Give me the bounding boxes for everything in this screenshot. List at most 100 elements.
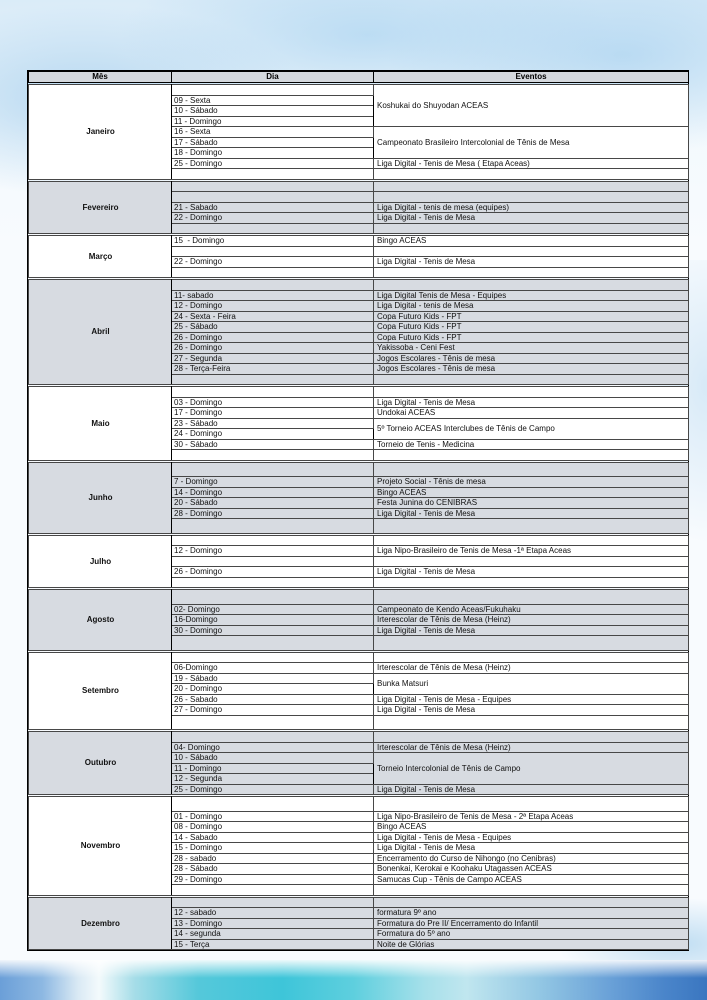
- day-cell: 20 - Domingo: [171, 683, 374, 695]
- event-cell: Festa Junina do CENIBRAS: [373, 497, 689, 509]
- event-cell: Liga Digital - Tenis de Mesa: [373, 783, 689, 795]
- month-name: Junho: [28, 461, 172, 534]
- month-section-marco: Março 15 - Domingo Bingo ACEAS 22 - Domingo…: [28, 235, 689, 278]
- event-cell: Jogos Escolares - Tênis de mesa: [373, 352, 689, 364]
- month-name: Abril: [28, 279, 172, 385]
- day-cell: 20 - Sábado: [171, 497, 374, 509]
- month-name: Fevereiro: [28, 180, 172, 234]
- event-cell: Irterescolar de Tênis de Mesa (Heinz): [373, 741, 689, 753]
- day-cell: 19 - Sábado: [171, 672, 374, 684]
- header-day: Dia: [171, 71, 374, 83]
- event-cell: Torneio Intercolonial de Tênis de Campo: [373, 752, 689, 785]
- day-cell: 28 - Sábado: [171, 863, 374, 875]
- event-cell: [373, 168, 689, 180]
- day-cell: 11- sabado: [171, 289, 374, 301]
- event-cell: [373, 373, 689, 385]
- day-cell: 11 - Domingo: [171, 762, 374, 774]
- day-cell: [171, 461, 374, 477]
- event-cell: Liga Digital - Tenis de Mesa: [373, 704, 689, 716]
- month-section-junho: Junho 7 - Domingo Projeto Social - Tênis d…: [28, 461, 689, 534]
- day-cell: 24 - Sexta - Feira: [171, 310, 374, 322]
- day-cell: 14 - Domingo: [171, 486, 374, 498]
- event-cell: Bingo ACEAS: [373, 821, 689, 833]
- day-cell: 24 - Domingo: [171, 428, 374, 440]
- day-cell: 30 - Sábado: [171, 438, 374, 450]
- day-cell: [171, 884, 374, 896]
- event-cell: Liga Digital - Tenis de Mesa: [373, 624, 689, 636]
- day-cell: [171, 731, 374, 743]
- month-section-fevereiro: Fevereiro 21 - Sabado Liga Digital - tenis…: [28, 180, 689, 234]
- day-cell: 12 - Domingo: [171, 300, 374, 312]
- event-cell: Liga Digital - Tenis de Mesa: [373, 842, 689, 854]
- day-cell: 15 - Domingo: [171, 235, 374, 247]
- day-cell: 12 - Segunda: [171, 773, 374, 785]
- event-cell: [373, 180, 689, 192]
- day-cell: [171, 373, 374, 385]
- month-name: Março: [28, 235, 172, 278]
- day-cell: [171, 180, 374, 192]
- month-name: Janeiro: [28, 84, 172, 180]
- day-cell: 14 - Sabado: [171, 831, 374, 843]
- event-cell: [373, 222, 689, 234]
- day-cell: 08 - Domingo: [171, 821, 374, 833]
- day-cell: [171, 266, 374, 278]
- event-cell: [373, 589, 689, 605]
- day-cell: [171, 651, 374, 663]
- event-cell: Koshukai do Shuyodan ACEAS: [373, 84, 689, 127]
- event-cell: Campeonato Brasileiro Intercolonial de T…: [373, 126, 689, 159]
- event-cell: [373, 518, 689, 534]
- event-cell: [373, 651, 689, 663]
- event-cell: [373, 449, 689, 461]
- day-cell: 12 - Domingo: [171, 545, 374, 557]
- event-cell: Liga Digital - Tenis de Mesa: [373, 566, 689, 578]
- event-cell: Copa Futuro Kids - FPT: [373, 321, 689, 333]
- event-cell: Liga Nipo-Brasileiro de Tenis de Mesa -1…: [373, 545, 689, 557]
- event-cell: Liga Digital - Tenis de Mesa - Equipes: [373, 693, 689, 705]
- day-cell: 09 - Sexta: [171, 94, 374, 106]
- month-name: Setembro: [28, 651, 172, 730]
- event-cell: Bingo ACEAS: [373, 235, 689, 247]
- event-cell: [373, 896, 689, 908]
- event-cell: [373, 714, 689, 730]
- event-cell: [373, 245, 689, 257]
- month-name: Julho: [28, 534, 172, 588]
- day-cell: 26 - Domingo: [171, 342, 374, 354]
- event-cell: 5º Torneio ACEAS Interclubes de Tênis de…: [373, 417, 689, 440]
- event-cell: Liga Digital - tenis de mesa (equipes): [373, 201, 689, 213]
- day-cell: [171, 449, 374, 461]
- event-cell: Copa Futuro Kids - FPT: [373, 331, 689, 343]
- month-sections: Janeiro Koshukai do Shuyodan ACEAS 09 - Se…: [28, 84, 689, 950]
- day-cell: 15 - Terça: [171, 938, 374, 950]
- event-cell: Liga Digital Tenis de Mesa - Equipes: [373, 289, 689, 301]
- day-cell: 27 - Segunda: [171, 352, 374, 364]
- day-cell: 01 - Domingo: [171, 810, 374, 822]
- month-section-outubro: Outubro 04- Domingo Irterescolar de Tênis …: [28, 731, 689, 795]
- day-cell: 29 - Domingo: [171, 873, 374, 885]
- day-cell: [171, 589, 374, 605]
- event-cell: Campeonato de Kendo Aceas/Fukuhaku: [373, 603, 689, 615]
- day-cell: 21 - Sabado: [171, 201, 374, 213]
- event-cell: Jogos Escolares - Tênis de mesa: [373, 363, 689, 375]
- event-cell: [373, 635, 689, 651]
- event-cell: Irterescolar de Tênis de Mesa (Heinz): [373, 662, 689, 674]
- event-cell: Bonenkai, Kerokai e Koohaku Utagassen AC…: [373, 863, 689, 875]
- event-cell: [373, 191, 689, 203]
- event-cell: Liga Digital - Tenis de Mesa ( Etapa Ace…: [373, 157, 689, 169]
- day-cell: [171, 222, 374, 234]
- event-cell: [373, 555, 689, 567]
- event-cell: [373, 266, 689, 278]
- day-cell: 06-Domingo: [171, 662, 374, 674]
- day-cell: 30 - Domingo: [171, 624, 374, 636]
- day-cell: 26 - Domingo: [171, 331, 374, 343]
- event-cell: [373, 279, 689, 291]
- day-cell: 28 - Terça-Feira: [171, 363, 374, 375]
- event-cell: [373, 731, 689, 743]
- day-cell: 03 - Domingo: [171, 396, 374, 408]
- day-cell: 25 - Domingo: [171, 157, 374, 169]
- event-cell: Liga Digital - tenis de Mesa: [373, 300, 689, 312]
- event-cell: Irterescolar de Tênis de Mesa (Heinz): [373, 614, 689, 626]
- day-cell: [171, 534, 374, 546]
- day-cell: [171, 518, 374, 534]
- day-cell: [171, 576, 374, 588]
